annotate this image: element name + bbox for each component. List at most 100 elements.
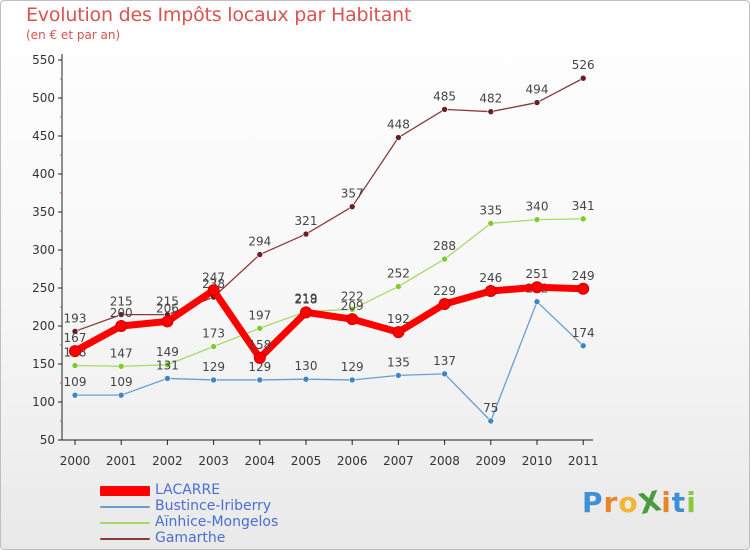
x-tick-label: 2007 xyxy=(383,454,414,468)
data-label: 485 xyxy=(433,89,456,103)
data-label: 167 xyxy=(64,331,87,345)
x-tick-label: 2002 xyxy=(152,454,183,468)
data-point xyxy=(207,284,220,297)
y-tick-label: 150 xyxy=(32,357,55,371)
logo-letter: i xyxy=(661,486,672,519)
data-label: 238 xyxy=(202,277,225,291)
data-label: 321 xyxy=(295,214,318,228)
data-label: 252 xyxy=(387,266,410,280)
y-tick-label: 400 xyxy=(32,167,55,181)
data-point xyxy=(395,372,402,379)
y-tick-label: 200 xyxy=(32,319,55,333)
data-label: 340 xyxy=(526,200,549,214)
data-point xyxy=(579,215,587,223)
data-point xyxy=(117,391,125,399)
series-line-a-nhice-mongelos xyxy=(74,218,584,367)
data-point xyxy=(531,281,543,294)
y-tick-label: 100 xyxy=(32,395,55,409)
data-label: 357 xyxy=(341,187,364,201)
data-point xyxy=(348,203,356,210)
logo-letter: P xyxy=(582,486,604,519)
data-point xyxy=(256,376,264,384)
legend-label: Gamarthe xyxy=(155,530,226,546)
x-tick-label: 2009 xyxy=(476,454,507,468)
data-label: 109 xyxy=(110,375,133,389)
data-label: 219 xyxy=(295,292,318,306)
data-label: 335 xyxy=(479,203,502,217)
data-point xyxy=(71,362,79,369)
series-line-bustince-iriberry xyxy=(74,301,584,422)
data-point xyxy=(577,282,590,295)
logo-letter: r xyxy=(603,486,619,519)
data-label: 218 xyxy=(295,292,318,306)
data-point xyxy=(256,251,264,258)
data-point xyxy=(210,376,217,384)
x-tick-label: 2006 xyxy=(337,454,368,468)
data-label: 526 xyxy=(572,58,595,72)
data-label: 173 xyxy=(202,327,225,341)
data-label: 131 xyxy=(156,358,179,372)
chart-title: Evolution des Impôts locaux par Habitant xyxy=(26,4,412,26)
data-label: 482 xyxy=(479,92,502,106)
data-label: 137 xyxy=(433,354,456,368)
data-label: 215 xyxy=(156,295,179,309)
data-label: 200 xyxy=(110,306,133,320)
chart-subtitle: (en € et par an) xyxy=(26,28,121,42)
y-tick-label: 350 xyxy=(32,205,55,219)
data-label: 206 xyxy=(156,301,179,315)
x-tick-label: 2003 xyxy=(198,454,229,468)
legend-swatch xyxy=(100,522,150,524)
series-line-lacarre xyxy=(71,283,587,362)
data-point xyxy=(256,324,264,332)
data-label: 247 xyxy=(202,270,225,284)
data-point xyxy=(348,376,356,384)
data-label: 135 xyxy=(387,355,410,369)
data-point xyxy=(115,320,128,332)
logo-letter: X xyxy=(635,484,665,521)
data-label: 341 xyxy=(572,199,595,213)
data-point xyxy=(161,315,174,328)
data-point xyxy=(164,375,171,382)
legend-label: Bustince-Iriberry xyxy=(155,498,272,514)
proxiti-logo: ProXiti xyxy=(582,484,697,521)
x-tick-label: 2008 xyxy=(429,454,460,468)
data-label: 222 xyxy=(341,289,364,303)
data-label: 215 xyxy=(110,295,133,309)
data-point xyxy=(441,106,448,113)
data-label: 109 xyxy=(64,375,87,389)
y-tick-label: 250 xyxy=(32,281,55,295)
data-point xyxy=(395,283,402,290)
legend-swatch xyxy=(100,506,150,508)
data-point xyxy=(300,306,312,319)
data-label: 147 xyxy=(110,346,133,360)
data-point xyxy=(579,74,587,82)
logo-letter: t xyxy=(671,486,687,519)
data-label: 129 xyxy=(248,360,271,374)
data-point xyxy=(253,351,266,364)
legend-swatch xyxy=(100,486,150,496)
data-label: 294 xyxy=(248,235,271,249)
data-label: 192 xyxy=(387,312,410,326)
data-label: 246 xyxy=(479,271,502,285)
data-point xyxy=(441,370,448,378)
data-label: 174 xyxy=(572,326,595,340)
data-label: 130 xyxy=(295,359,318,373)
y-tick-label: 300 xyxy=(32,243,55,257)
data-point xyxy=(117,311,125,318)
data-point xyxy=(533,298,541,305)
x-tick-label: 2004 xyxy=(245,454,276,468)
data-label: 251 xyxy=(526,267,549,281)
data-point xyxy=(487,417,495,425)
data-label: 197 xyxy=(248,308,271,322)
data-label: 249 xyxy=(572,269,595,283)
data-label: 229 xyxy=(433,284,456,298)
data-point xyxy=(346,313,359,326)
data-label: 209 xyxy=(341,299,364,313)
y-tick-label: 50 xyxy=(40,433,55,447)
x-tick-label: 2005 xyxy=(291,454,322,468)
data-point xyxy=(533,99,541,106)
data-point xyxy=(392,326,405,339)
data-point xyxy=(441,255,448,263)
data-point xyxy=(164,361,171,369)
